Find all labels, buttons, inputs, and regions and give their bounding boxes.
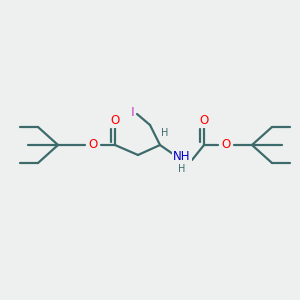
- Text: I: I: [131, 106, 135, 118]
- Text: O: O: [88, 139, 98, 152]
- Text: H: H: [178, 164, 186, 174]
- Text: H: H: [161, 128, 169, 138]
- Text: O: O: [221, 139, 231, 152]
- Text: O: O: [110, 113, 120, 127]
- Text: O: O: [200, 113, 208, 127]
- Text: NH: NH: [173, 151, 191, 164]
